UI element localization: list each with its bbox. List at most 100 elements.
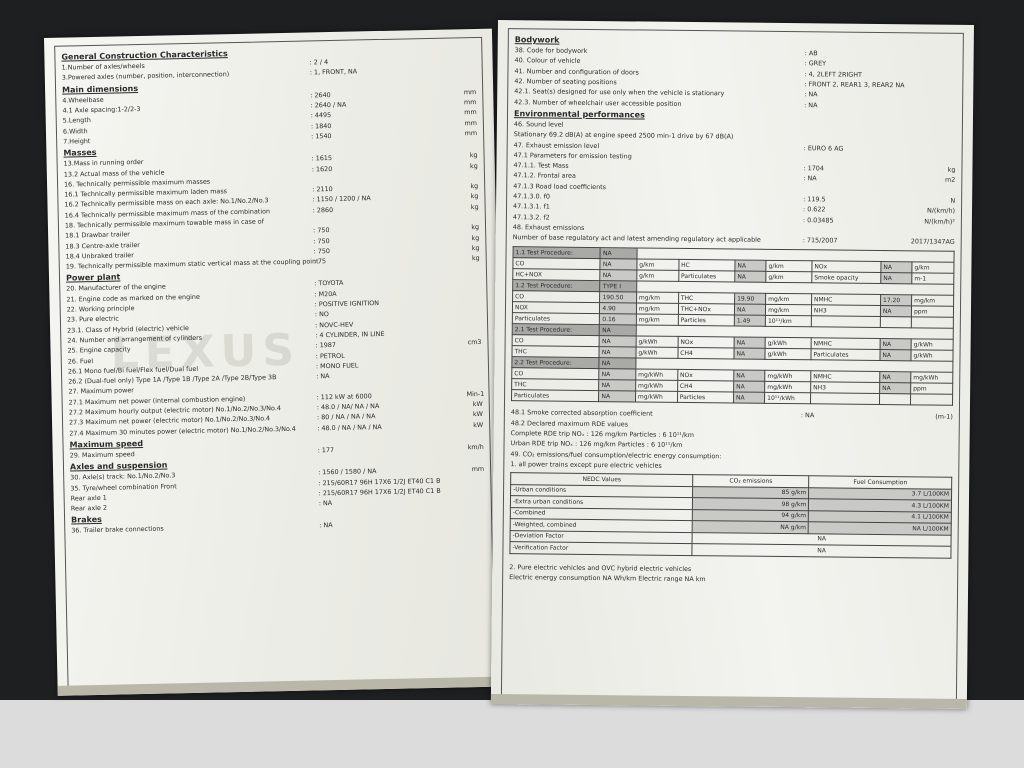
spacer (896, 437, 953, 438)
emission-cell: mg/kWh (764, 381, 811, 394)
emission-cell (910, 394, 953, 406)
emission-cell: mg/km (765, 304, 812, 317)
spacer (898, 190, 955, 191)
procedure-value: TYPE I (600, 280, 637, 293)
spacer (894, 571, 951, 572)
emission-cell: NA (879, 371, 911, 384)
spacer (316, 384, 466, 387)
emission-cell: ppm (910, 383, 953, 395)
right-frame: Bodywork 38. Code for bodywork: AB 40. Col… (500, 28, 964, 701)
spacer (900, 54, 957, 55)
field-value: : 48.0 / NA / NA / NA (317, 422, 382, 433)
emission-cell: 10¹¹/km (765, 315, 812, 328)
spacer (896, 427, 953, 428)
emission-cell: 19.90 (734, 293, 766, 305)
field-value: : 75 (313, 257, 327, 266)
spacer (804, 137, 899, 138)
emission-cell: NOx (677, 369, 734, 382)
field-unit: mm (464, 108, 477, 117)
emission-cell: CO (512, 291, 601, 303)
emission-cell: g/kWh (765, 348, 812, 361)
emission-cell: NA (880, 305, 912, 318)
emission-cell: NA (880, 338, 912, 351)
emission-cell: NOX (512, 302, 600, 314)
emission-cell: NA (599, 379, 636, 392)
field-value: : 177 (317, 445, 335, 455)
emission-cell: 10¹¹/kWh (764, 392, 811, 405)
emission-cell: NA (880, 272, 912, 285)
field-value: : NA (804, 90, 818, 99)
emission-cell: NMHC (810, 371, 880, 383)
field-unit: 2017/1347AG (910, 237, 955, 246)
spacer (899, 106, 956, 107)
procedure-value: NA (599, 324, 637, 337)
field-unit: mm (464, 128, 478, 138)
emission-cell: g/kWh (635, 336, 678, 348)
emission-cell: NA (879, 382, 911, 395)
field-value: : GREY (804, 59, 827, 68)
spacer (899, 159, 956, 160)
spacer (801, 447, 896, 448)
emission-cell: ppm (911, 306, 954, 318)
procedure-label: 2.2 Test Procedure: (511, 357, 600, 369)
emission-cell: g/km (765, 271, 812, 284)
field-value: : 0.03485 (802, 215, 834, 225)
emission-cell: 17.20 (880, 294, 912, 307)
emission-cell: THC (511, 346, 600, 358)
emission-cell: NMHC (811, 338, 881, 350)
spacer (800, 467, 895, 468)
emission-cell: THC+NOx (678, 303, 735, 316)
field-unit: mm (464, 118, 477, 127)
spacer (801, 436, 896, 437)
field-value: : 715/2007 (802, 236, 838, 245)
field-unit: kg (469, 161, 478, 170)
field-unit: (m-1) (935, 413, 953, 422)
emission-cell: NA (879, 349, 912, 362)
emission-cell: NOx (677, 336, 735, 349)
field-value: : NA (803, 174, 817, 183)
spacer (899, 75, 956, 76)
spacer (899, 85, 956, 86)
spacer (895, 458, 952, 459)
emission-cell (911, 317, 954, 329)
emission-cell: NOx (811, 261, 881, 273)
emission-cell: 4.90 (599, 302, 637, 315)
field-unit: mm (463, 87, 477, 96)
emission-cell: g/kWh (765, 337, 812, 350)
spacer (801, 426, 896, 427)
procedure-label: 1.2 Test Procedure: (512, 280, 601, 292)
field-unit: Min-1 (466, 389, 485, 398)
right-page: Bodywork 38. Code for bodywork: AB 40. Col… (490, 20, 974, 709)
emission-cell: CO (511, 368, 600, 380)
procedure-value: NA (600, 247, 637, 260)
emission-cell: g/km (765, 260, 812, 273)
emission-cell: g/km (636, 259, 679, 271)
field-value: : EURO 6 AG (803, 143, 844, 153)
emission-cell (810, 393, 880, 405)
emission-cell: NA (733, 370, 765, 382)
field-unit: kg (470, 202, 479, 211)
spacer (899, 149, 956, 150)
emission-cell (879, 393, 911, 406)
field-unit: kg (471, 254, 480, 263)
emission-cell: CO (512, 258, 601, 270)
emission-cell: THC (678, 292, 735, 305)
emission-cell: THC (511, 379, 600, 391)
field-unit: mm (471, 465, 485, 474)
emission-cell: HC+NOX (512, 269, 601, 281)
field-unit: mm (463, 97, 477, 107)
field-unit: kg (947, 165, 956, 174)
emission-cell: mg/kWh (635, 380, 678, 392)
spacer (800, 457, 895, 458)
emission-cell: Particulates (511, 390, 600, 402)
emission-cell: mg/km (636, 314, 679, 326)
emission-table: 1.1 Test Procedure: NA CO NA g/km HC NA g/km NOx… (511, 247, 955, 407)
emission-cell: NH3 (810, 382, 880, 394)
emission-cell: NA (598, 390, 636, 403)
emission-cell: g/km (911, 262, 954, 274)
emission-cell (880, 316, 912, 329)
emission-cell: g/km (636, 270, 679, 282)
emission-cell: NA (600, 269, 637, 282)
emission-cell: mg/km (636, 292, 679, 304)
emission-cell: NA (733, 392, 765, 404)
